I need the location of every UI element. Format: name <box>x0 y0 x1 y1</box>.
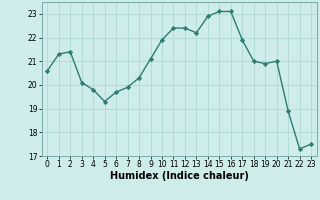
X-axis label: Humidex (Indice chaleur): Humidex (Indice chaleur) <box>110 171 249 181</box>
